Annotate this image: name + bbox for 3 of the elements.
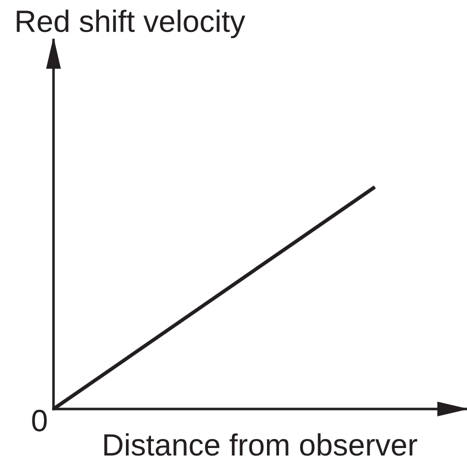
x-axis-title: Distance from observer [104, 433, 418, 456]
text: 0 [32, 410, 47, 432]
y-axis-title: Red shift velocity [16, 10, 246, 38]
